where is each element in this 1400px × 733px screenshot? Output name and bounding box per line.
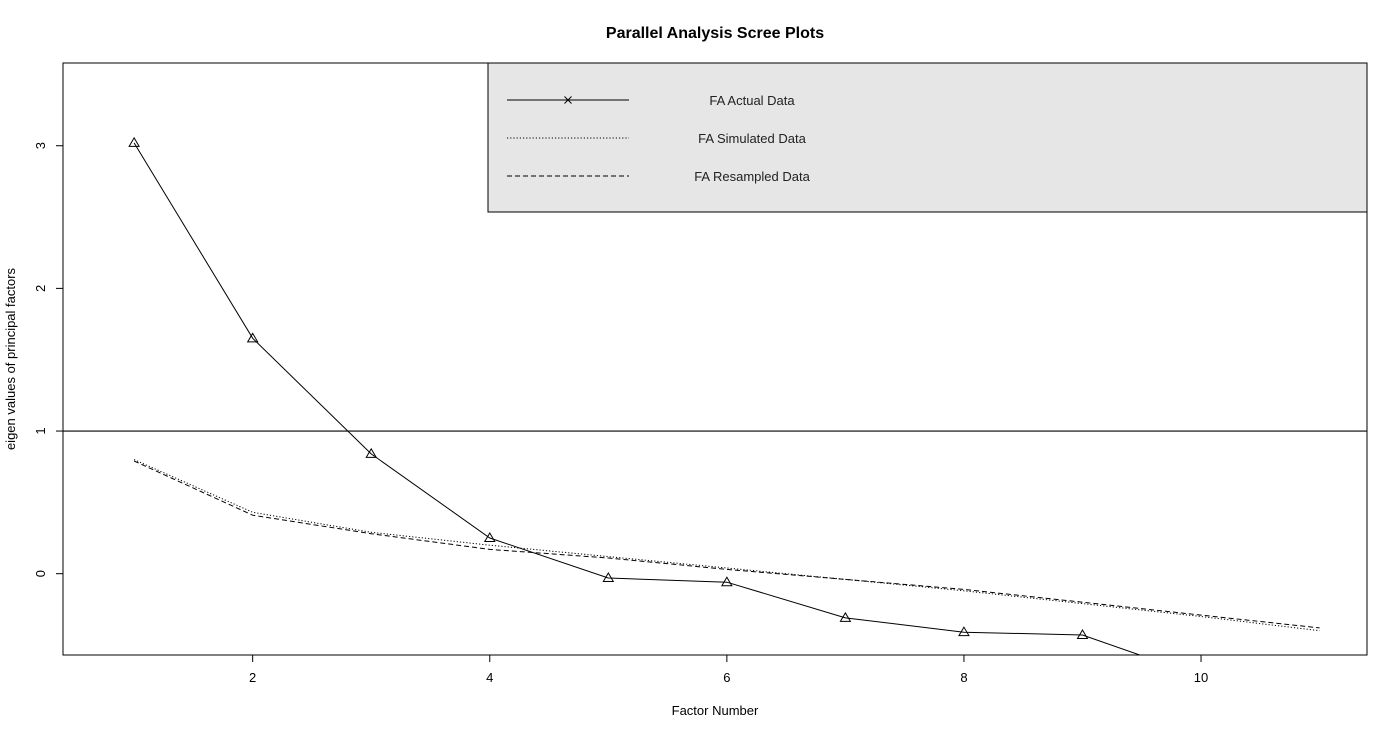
data-point-9 — [1076, 629, 1089, 640]
legend-label-3: FA Resampled Data — [694, 169, 810, 184]
legend-label-2: FA Simulated Data — [698, 131, 806, 146]
legend-marker-x — [564, 96, 572, 104]
data-point-7 — [839, 611, 852, 622]
data-point-6 — [720, 576, 733, 587]
y-tick-label: 2 — [33, 285, 48, 292]
data-point-2 — [246, 332, 259, 343]
y-axis-label: eigen values of principal factors — [3, 267, 18, 450]
x-tick-label: 6 — [723, 670, 730, 685]
legend-label-1: FA Actual Data — [709, 93, 795, 108]
legend: FA Actual Data FA Simulated Data FA Resamp… — [487, 62, 1368, 213]
x-tick-label: 10 — [1194, 670, 1208, 685]
legend-box — [487, 62, 1368, 213]
series-line-3 — [133, 460, 1320, 629]
data-point-1 — [128, 136, 141, 147]
x-axis-label: Factor Number — [672, 703, 759, 718]
data-point-8 — [958, 626, 970, 637]
y-tick-label: 0 — [33, 570, 48, 577]
x-tick-label: 2 — [249, 670, 256, 685]
y-tick-label: 3 — [33, 142, 48, 149]
x-tick-label: 8 — [960, 670, 967, 685]
y-tick-label: 1 — [33, 427, 48, 434]
series-line-1 — [133, 142, 1142, 655]
data-point-4 — [483, 532, 496, 543]
data-point-3 — [365, 447, 378, 458]
chart-title: Parallel Analysis Scree Plots — [606, 25, 824, 42]
data-point-5 — [602, 571, 615, 582]
series-line-2 — [133, 459, 1320, 632]
x-tick-label: 4 — [486, 670, 493, 685]
